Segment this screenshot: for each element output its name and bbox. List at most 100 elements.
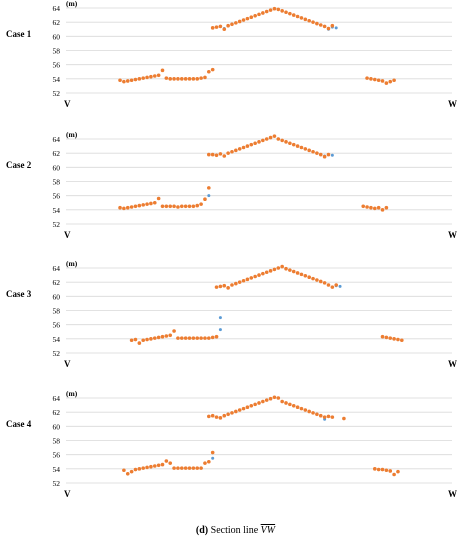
data-point [315, 412, 319, 417]
data-point [257, 401, 261, 405]
data-point [129, 338, 134, 343]
data-point [195, 336, 200, 340]
data-point [280, 264, 284, 269]
data-point [210, 413, 215, 418]
data-point [303, 273, 308, 278]
data-point [376, 467, 381, 472]
data-point [152, 464, 157, 468]
data-point [284, 10, 288, 15]
data-point [218, 328, 222, 332]
y-tick-label: 54 [53, 335, 61, 344]
start-point-label: V [64, 489, 71, 499]
data-point [280, 9, 284, 13]
data-point [284, 401, 288, 405]
data-point [168, 461, 173, 465]
y-tick-label: 52 [53, 220, 61, 229]
data-point [129, 469, 134, 474]
data-point [210, 26, 215, 30]
y-tick-label: 54 [53, 465, 61, 474]
data-point [214, 25, 219, 29]
data-point [384, 81, 389, 85]
data-point [245, 277, 250, 282]
data-point [172, 329, 176, 333]
data-point [199, 202, 203, 206]
series-2 [129, 264, 404, 345]
data-point [326, 26, 331, 31]
case-label: Case 3 [6, 289, 32, 299]
data-point [118, 205, 122, 210]
data-point [291, 403, 296, 408]
data-point [214, 285, 219, 289]
data-point [129, 78, 134, 83]
y-tick-label: 64 [53, 394, 61, 403]
data-point [149, 464, 153, 469]
data-point [122, 79, 126, 84]
chart-panel-3: 52 54 56 58 60 62 64 (m) Case 3 V W [6, 259, 457, 369]
data-point [183, 77, 188, 81]
data-point [156, 196, 161, 201]
data-point [214, 153, 219, 158]
data-point [392, 472, 396, 477]
data-point [315, 21, 319, 26]
y-tick-label: 60 [53, 32, 61, 41]
data-point [342, 416, 346, 421]
data-point [156, 463, 161, 468]
data-point [160, 462, 165, 467]
data-point [149, 337, 153, 341]
data-point [276, 137, 281, 141]
data-point [249, 403, 254, 408]
data-point [318, 152, 323, 157]
data-point [230, 411, 234, 415]
start-point-label: V [64, 99, 71, 109]
data-point [195, 77, 200, 81]
data-point [218, 416, 223, 420]
data-point [257, 273, 261, 277]
series-1 [130, 265, 404, 345]
data-point [199, 336, 203, 340]
data-point [322, 415, 327, 419]
data-point [218, 24, 223, 29]
data-point [168, 77, 173, 81]
data-point [380, 79, 385, 83]
data-point [164, 334, 169, 338]
data-point [237, 280, 242, 284]
data-point [210, 335, 215, 340]
data-point [137, 77, 142, 81]
data-point [241, 406, 246, 411]
data-point [369, 77, 373, 81]
data-point [199, 466, 203, 470]
data-point [183, 336, 188, 340]
data-point [137, 203, 142, 208]
data-point [125, 79, 130, 83]
data-point [230, 22, 234, 27]
data-point [160, 334, 165, 339]
data-point [396, 469, 400, 474]
data-point [299, 272, 304, 277]
data-point [210, 450, 215, 455]
data-point [295, 271, 300, 275]
data-point [388, 79, 393, 84]
data-point [288, 11, 292, 16]
y-tick-label: 58 [53, 307, 61, 316]
data-point [307, 148, 311, 153]
data-point [241, 145, 246, 150]
data-point [234, 281, 238, 286]
data-point [207, 459, 211, 464]
data-point [207, 152, 211, 157]
data-point [330, 23, 335, 28]
data-point [145, 337, 149, 342]
data-point [176, 205, 180, 209]
data-point [272, 6, 277, 11]
y-tick-label: 56 [53, 321, 61, 330]
data-point [125, 471, 130, 476]
data-point [261, 399, 265, 404]
data-point [326, 152, 331, 157]
data-point [257, 140, 261, 144]
data-point [369, 205, 373, 210]
data-point [330, 415, 335, 419]
data-point [291, 269, 296, 274]
data-point [180, 336, 184, 340]
y-tick-label: 54 [53, 75, 61, 84]
data-point [288, 268, 292, 272]
data-point [318, 413, 323, 418]
